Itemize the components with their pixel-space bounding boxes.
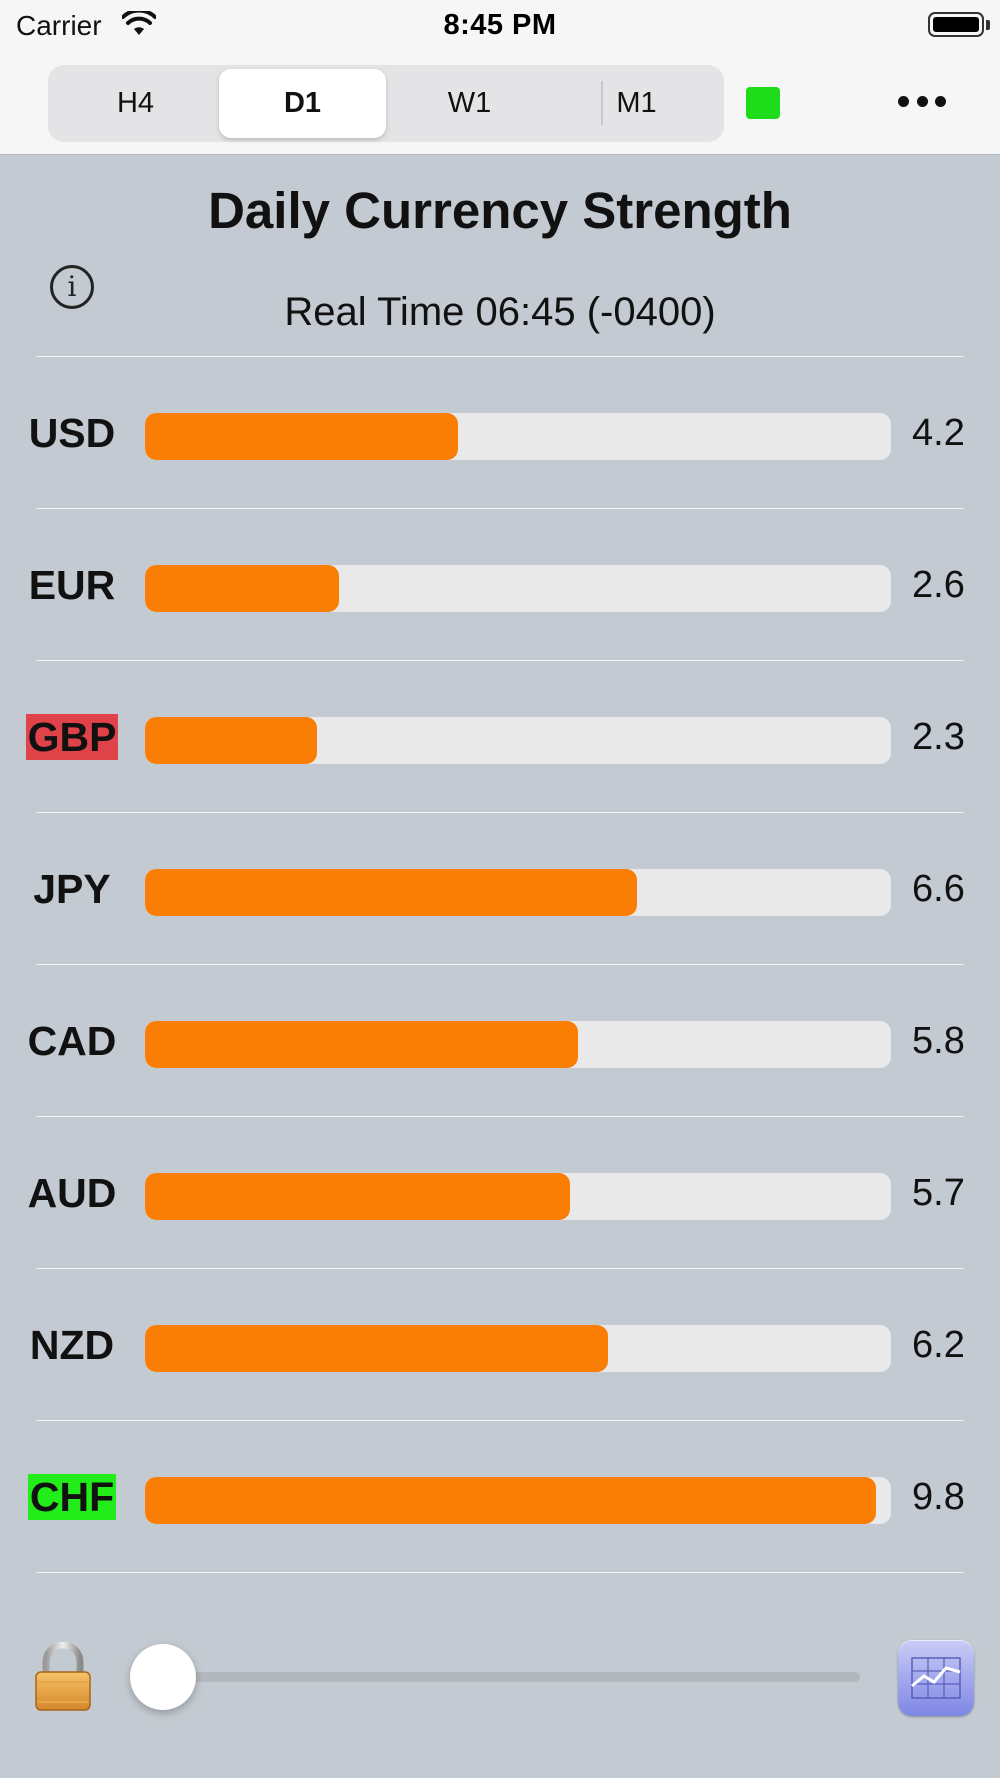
strength-bar-track [145, 1477, 891, 1524]
currency-code-cell: CHF [0, 1467, 144, 1527]
strength-bar-track [145, 565, 891, 612]
strength-bar-fill [145, 869, 638, 916]
strength-bar-track [145, 717, 891, 764]
history-slider-track[interactable] [163, 1672, 860, 1682]
strength-bar-track [145, 413, 891, 460]
clock: 8:45 PM [443, 9, 557, 41]
currency-code: EUR [28, 562, 116, 608]
strength-value: 6.2 [912, 1324, 965, 1366]
strength-bar-fill [145, 1325, 608, 1372]
currency-code-cell: JPY [0, 859, 144, 919]
info-icon[interactable]: i [50, 265, 94, 309]
strength-bar-fill [145, 717, 317, 764]
live-status-indicator [746, 87, 780, 119]
timeframe-segmented-control: H4 D1 W1 M1 [48, 65, 724, 142]
strength-bar-track [145, 869, 891, 916]
strength-value: 9.8 [912, 1476, 965, 1518]
chart-button[interactable] [898, 1640, 974, 1716]
strength-bar-track [145, 1325, 891, 1372]
chart-icon [911, 1657, 961, 1699]
battery-icon [928, 12, 984, 37]
segment-divider [601, 81, 603, 125]
currency-code: GBP [25, 714, 119, 760]
tab-d1[interactable]: D1 [219, 69, 386, 138]
battery-tip [986, 20, 990, 30]
strength-value: 4.2 [912, 412, 965, 454]
ellipsis-icon[interactable] [898, 88, 946, 114]
tab-m1[interactable]: M1 [616, 87, 657, 119]
strength-bar-fill [145, 1021, 578, 1068]
currency-code: AUD [27, 1170, 117, 1216]
currency-code-cell: NZD [0, 1315, 144, 1375]
currency-code-cell: AUD [0, 1163, 144, 1223]
strength-value: 2.6 [912, 564, 965, 606]
divider [36, 1116, 964, 1117]
status-bar: Carrier 8:45 PM [0, 0, 1000, 52]
currency-row: NZD 6.2 [0, 1315, 1000, 1375]
divider [36, 660, 964, 661]
currency-code: USD [28, 410, 116, 456]
divider [36, 1572, 964, 1573]
strength-value: 5.7 [912, 1172, 965, 1214]
strength-bar-fill [145, 565, 339, 612]
tab-h4[interactable]: H4 [116, 87, 155, 119]
wifi-icon [122, 11, 156, 35]
currency-code: NZD [29, 1322, 115, 1368]
currency-row: JPY 6.6 [0, 859, 1000, 919]
currency-row: GBP 2.3 [0, 707, 1000, 767]
page-title: Daily Currency Strength [208, 182, 792, 239]
strength-bar-track [145, 1021, 891, 1068]
currency-code: JPY [33, 866, 111, 912]
currency-code: CAD [27, 1018, 117, 1064]
lock-icon[interactable] [34, 1642, 92, 1712]
currency-row: EUR 2.6 [0, 555, 1000, 615]
strength-bar-fill [145, 413, 459, 460]
strength-value: 6.6 [912, 868, 965, 910]
tab-w1[interactable]: W1 [447, 87, 492, 119]
strength-bar-fill [145, 1477, 877, 1524]
divider [36, 964, 964, 965]
currency-row: AUD 5.7 [0, 1163, 1000, 1223]
strength-bar-track [145, 1173, 891, 1220]
strength-bar-fill [145, 1173, 571, 1220]
divider [36, 356, 964, 357]
currency-row: USD 4.2 [0, 403, 1000, 463]
history-slider-thumb[interactable] [130, 1644, 196, 1710]
divider [36, 1420, 964, 1421]
realtime-label: Real Time 06:45 (-0400) [284, 290, 716, 334]
currency-row: CAD 5.8 [0, 1011, 1000, 1071]
top-bar: Carrier 8:45 PM H4 D1 W1 M1 [0, 0, 1000, 155]
divider [36, 812, 964, 813]
strength-value: 2.3 [912, 716, 965, 758]
currency-code-cell: GBP [0, 707, 144, 767]
currency-code-cell: EUR [0, 555, 144, 615]
divider [36, 1268, 964, 1269]
carrier-label: Carrier [16, 10, 102, 41]
currency-code-cell: USD [0, 403, 144, 463]
divider [36, 508, 964, 509]
currency-row: CHF 9.8 [0, 1467, 1000, 1527]
currency-code-cell: CAD [0, 1011, 144, 1071]
strength-value: 5.8 [912, 1020, 965, 1062]
currency-code: CHF [27, 1474, 117, 1520]
